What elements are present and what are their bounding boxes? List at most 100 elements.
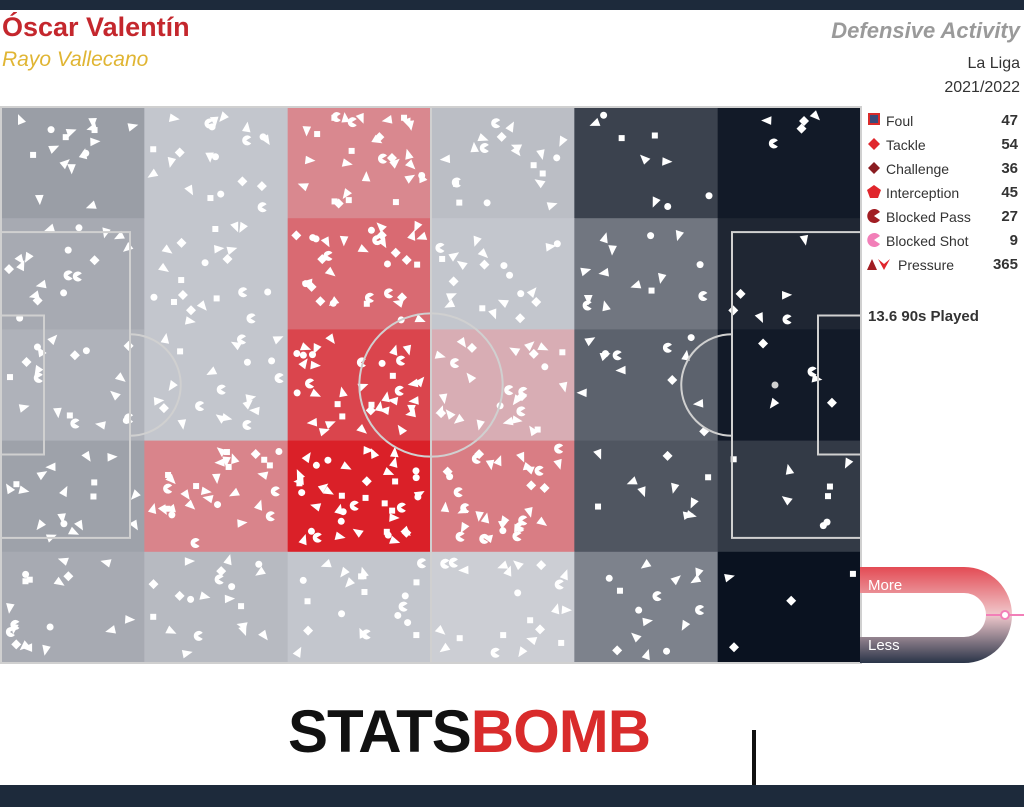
heatmap-cell: [574, 329, 719, 442]
event-marker: [302, 126, 312, 137]
event-marker: [209, 116, 219, 128]
event-marker: [47, 126, 55, 134]
event-marker: [306, 417, 318, 427]
pentagon-icon: [867, 185, 881, 198]
event-marker: [435, 242, 445, 253]
event-marker: [405, 120, 415, 131]
event-marker: [91, 479, 98, 486]
competition-label: La Liga: [967, 55, 1021, 72]
event-marker: [66, 412, 73, 419]
event-marker: [361, 476, 372, 487]
event-marker: [69, 350, 80, 361]
event-marker: [224, 594, 236, 604]
event-marker: [397, 424, 408, 436]
event-marker: [526, 287, 537, 298]
event-marker: [389, 507, 396, 514]
event-marker: [536, 149, 545, 160]
event-marker: [498, 520, 509, 529]
event-marker: [663, 647, 671, 655]
event-marker: [205, 152, 214, 163]
event-marker: [47, 334, 58, 346]
event-marker: [306, 281, 317, 292]
heatmap-cell: [717, 107, 862, 219]
event-marker: [392, 299, 404, 308]
event-marker: [268, 357, 276, 365]
event-marker: [312, 235, 320, 243]
event-marker: [402, 344, 412, 356]
event-marker: [404, 619, 412, 627]
event-marker: [470, 141, 479, 153]
event-marker: [558, 381, 568, 393]
event-marker: [167, 156, 177, 168]
event-marker: [667, 375, 678, 386]
event-marker: [206, 366, 218, 375]
event-marker: [515, 521, 525, 532]
event-marker: [225, 463, 232, 470]
event-marker: [28, 290, 40, 299]
event-marker: [70, 418, 80, 429]
event-marker: [36, 471, 48, 481]
event-marker: [86, 122, 98, 132]
event-marker: [238, 625, 247, 636]
event-marker: [782, 314, 792, 325]
penalty-spot: [771, 381, 779, 389]
event-marker: [367, 226, 375, 234]
event-marker: [453, 487, 463, 498]
event-marker: [213, 295, 220, 302]
heatmap-cell: [717, 329, 862, 442]
event-marker: [378, 359, 386, 367]
event-marker: [312, 461, 320, 469]
event-marker: [456, 635, 463, 642]
event-marker: [21, 356, 32, 367]
event-marker: [184, 184, 194, 196]
event-marker: [826, 397, 837, 408]
event-marker: [322, 486, 334, 495]
legend-count: 45: [1001, 184, 1018, 201]
event-marker: [90, 137, 101, 147]
event-marker: [445, 409, 456, 420]
event-marker: [405, 148, 414, 160]
event-marker: [705, 192, 713, 200]
event-marker: [53, 407, 62, 419]
event-marker: [515, 313, 526, 324]
event-marker: [446, 293, 457, 302]
event-marker: [490, 647, 500, 658]
event-marker: [359, 627, 368, 639]
event-marker: [10, 623, 19, 635]
event-marker: [184, 499, 196, 510]
event-marker: [310, 360, 321, 370]
event-marker: [124, 615, 136, 624]
event-marker: [681, 349, 690, 361]
event-marker: [296, 480, 303, 487]
event-marker: [348, 147, 355, 154]
event-marker: [352, 528, 364, 538]
event-marker: [383, 260, 391, 268]
event-marker: [477, 133, 489, 142]
legend-item-interception: Interception 45: [864, 182, 1020, 206]
event-marker: [214, 501, 222, 509]
event-marker: [695, 604, 705, 615]
event-marker: [593, 448, 602, 460]
event-marker: [123, 340, 134, 351]
event-marker: [485, 459, 495, 471]
event-marker: [761, 116, 772, 125]
event-marker: [270, 486, 280, 497]
event-marker: [503, 565, 512, 577]
event-marker: [331, 112, 341, 123]
event-marker: [320, 236, 330, 248]
event-marker: [553, 154, 561, 162]
event-marker: [195, 401, 205, 412]
legend-item-foul: Foul 47: [864, 110, 1020, 134]
event-marker: [128, 519, 138, 531]
event-marker: [242, 419, 252, 430]
event-marker: [150, 146, 157, 153]
event-marker: [648, 287, 655, 294]
event-marker: [202, 495, 214, 504]
event-marker: [82, 347, 90, 355]
event-marker: [642, 617, 653, 627]
event-marker: [377, 153, 387, 164]
event-marker: [190, 538, 200, 549]
event-marker: [299, 576, 307, 584]
event-marker: [396, 502, 406, 513]
event-marker: [226, 246, 238, 256]
